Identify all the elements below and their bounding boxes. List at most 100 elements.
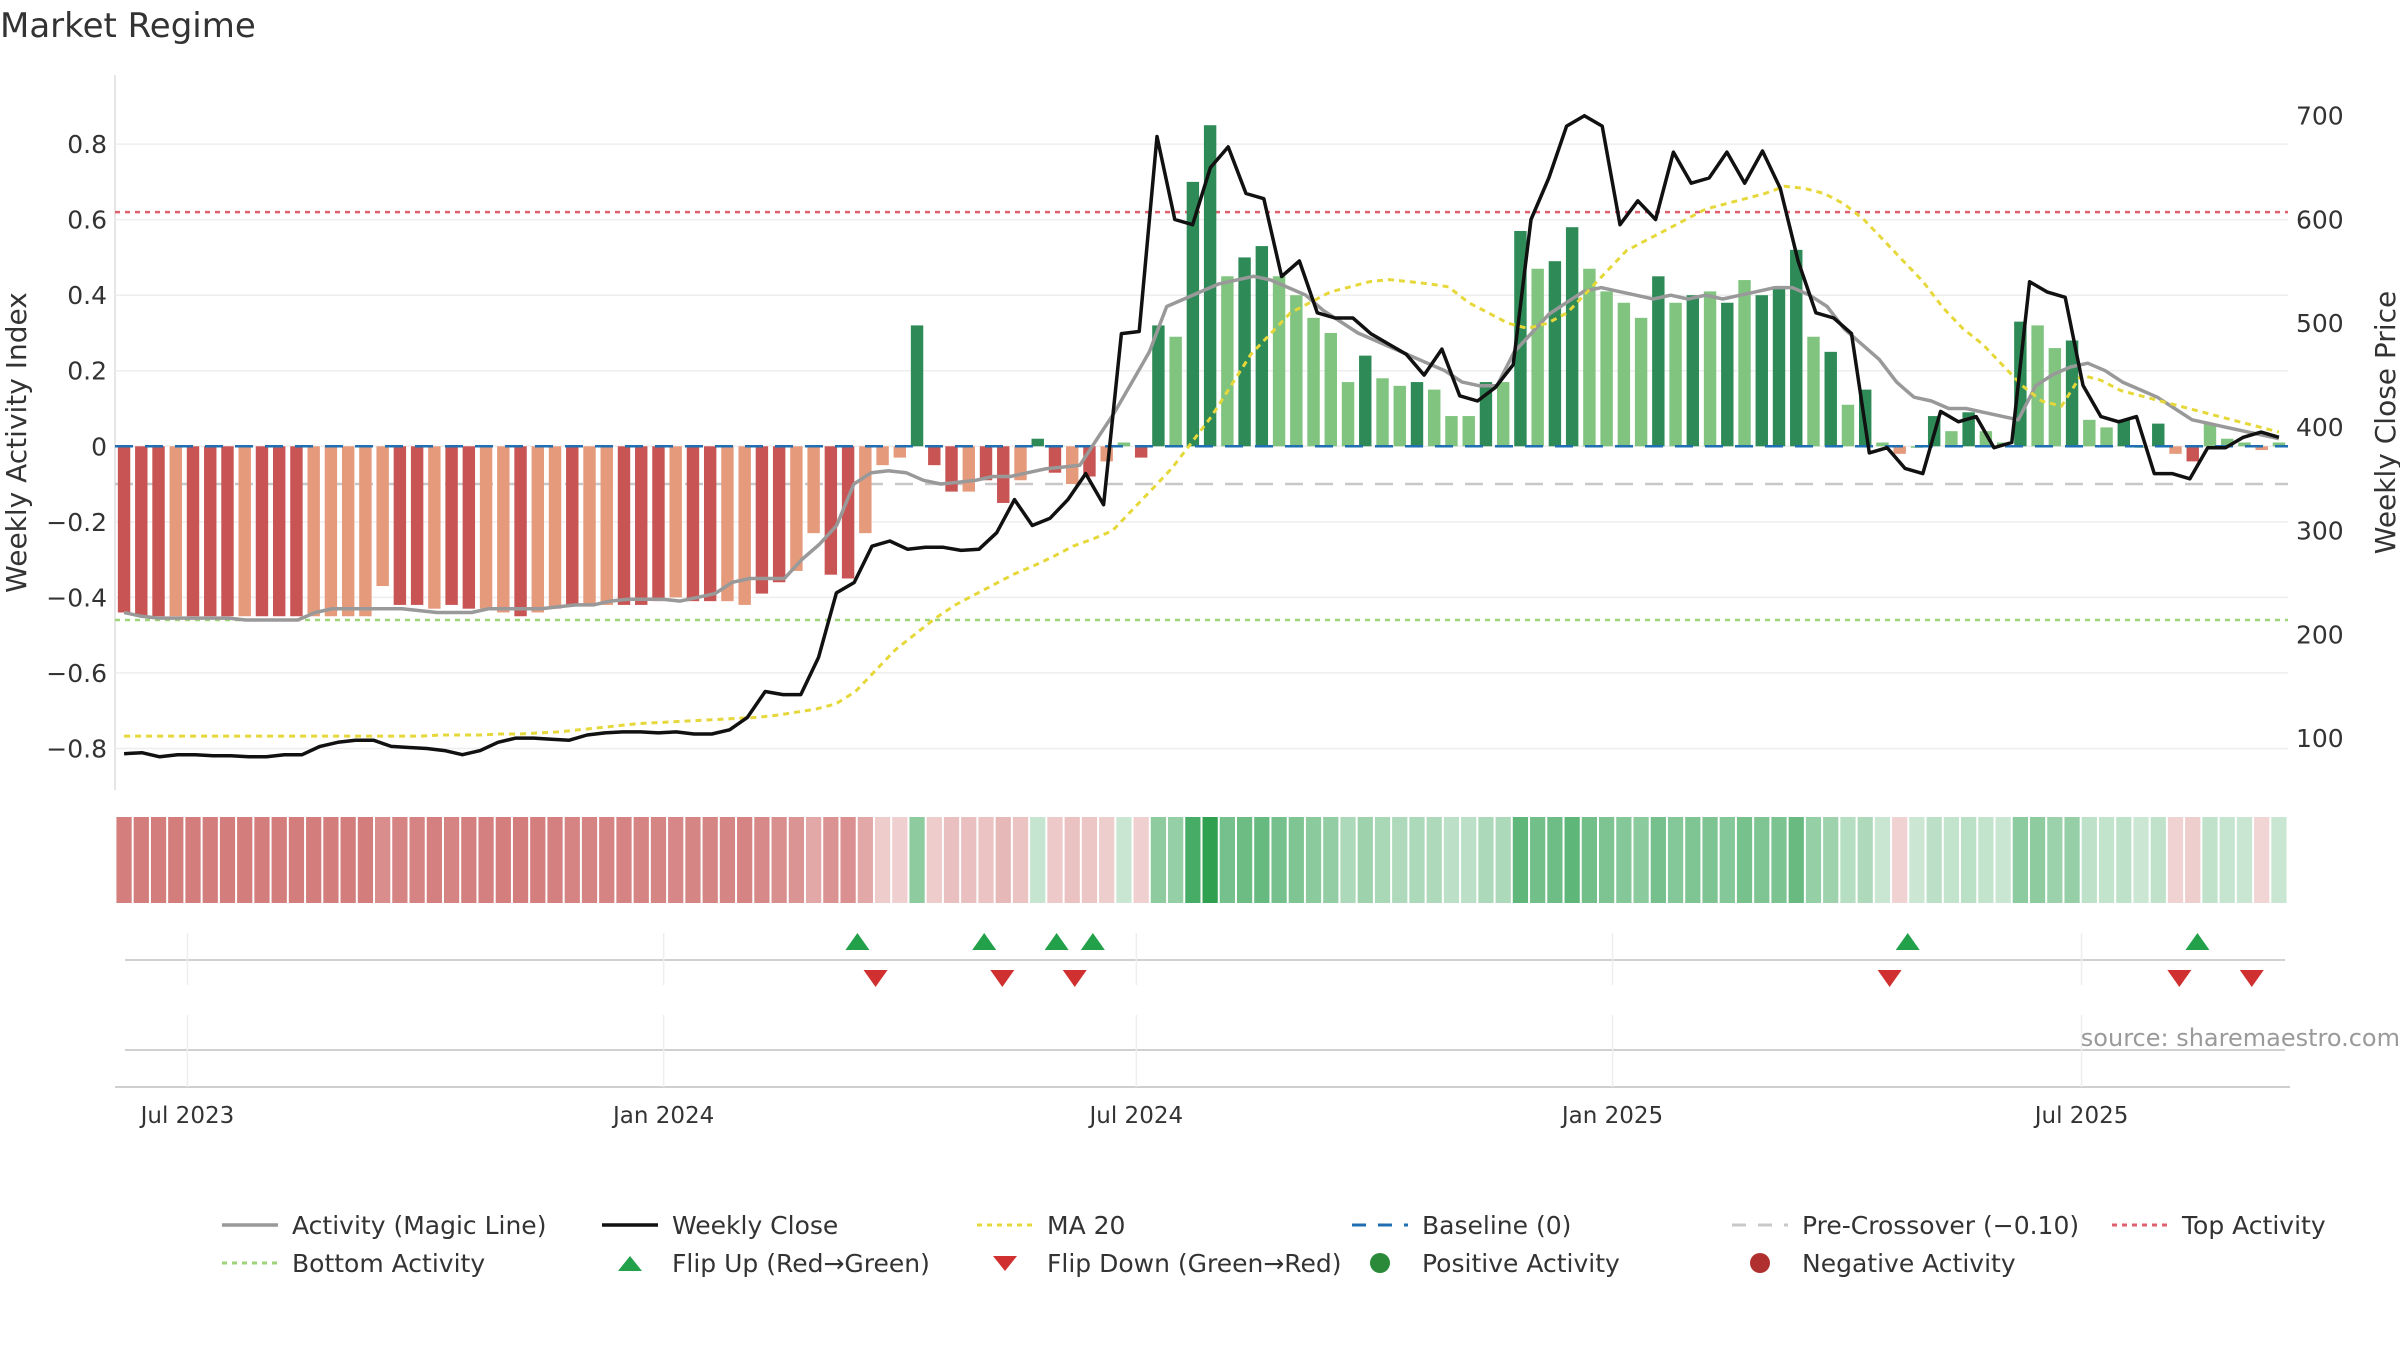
activity-bar (514, 446, 527, 617)
legend-label: Top Activity (2182, 1210, 2326, 1240)
activity-bar (1203, 125, 1217, 447)
regime-strip-cell (1667, 817, 1684, 903)
flip-down-marker (990, 970, 1015, 987)
activity-bar (152, 446, 165, 617)
magic-line (123, 274, 2280, 622)
activity-bar (2117, 419, 2131, 447)
regime-strip-cell (1443, 817, 1460, 903)
regime-strip-cell (754, 817, 770, 903)
activity-bar (1686, 295, 1700, 447)
regime-strip-cell (1030, 817, 1046, 903)
activity-bar (393, 446, 407, 605)
regime-strip-cell (2271, 817, 2287, 903)
activity-bar (1359, 355, 1372, 447)
regime-strip-cell (892, 817, 908, 903)
activity-bar (1893, 446, 1906, 454)
activity-bar (1876, 442, 1889, 447)
regime-strip-cell (737, 817, 753, 903)
regime-strip-cell (340, 817, 356, 903)
regime-strip-cell (2047, 817, 2063, 903)
y-tick-label: −0.8 (46, 734, 107, 763)
legend-label: Bottom Activity (292, 1248, 486, 1278)
activity-bar (497, 446, 510, 613)
regime-strip-cell (1254, 817, 1270, 903)
regime-strip-cell (1116, 817, 1132, 903)
regime-strip-cell (2219, 817, 2235, 903)
y-tick-label: 0.8 (67, 130, 107, 159)
activity-bar (1462, 416, 1475, 447)
legend-label: Negative Activity (1802, 1248, 2016, 1278)
activity-bar (1031, 438, 1044, 447)
regime-strip-cell (1857, 817, 1873, 903)
activity-bar (997, 446, 1010, 503)
activity-bar (1307, 317, 1320, 447)
activity-bar (1790, 249, 1803, 447)
activity-bar (341, 446, 355, 617)
activity-bar (979, 446, 993, 481)
activity-bar (169, 446, 182, 617)
activity-bar (2186, 446, 2199, 462)
x-tick-label: Jan 2024 (611, 1103, 714, 1129)
y2-tick-label: 200 (2296, 620, 2344, 649)
activity-bar (1496, 382, 1510, 447)
regime-strip-cell (771, 817, 787, 903)
legend-label: Weekly Close (672, 1210, 839, 1240)
activity-bar (1255, 246, 1269, 447)
activity-bar (1841, 404, 1855, 447)
y-tick-label: 0.2 (67, 357, 107, 386)
activity-bar (221, 446, 234, 617)
activity-bar (1755, 295, 1768, 447)
regime-strip-cell (2098, 817, 2115, 903)
regime-strip-cell (668, 817, 684, 903)
regime-strip-cell (1961, 817, 1977, 903)
x-tick-label: Jul 2025 (2033, 1103, 2129, 1129)
regime-strip-cell (1598, 817, 1615, 903)
activity-bar (755, 446, 769, 594)
activity-bar (1721, 302, 1734, 447)
activity-bar (583, 446, 596, 605)
regime-strip-cell (1271, 817, 1287, 903)
activity-bar (238, 446, 251, 617)
y2-tick-label: 400 (2296, 413, 2344, 442)
regime-strip-cell (978, 817, 994, 903)
legend-item-pos: Positive Activity (1350, 1246, 1620, 1280)
flip-down-marker (1062, 970, 1087, 987)
regime-strip-cell (1012, 817, 1029, 903)
regime-strip-cell (1874, 817, 1891, 903)
activity-bar (859, 446, 872, 534)
legend-swatch (977, 1223, 1033, 1227)
regime-strip-cell (909, 817, 925, 903)
regime-strip-cell (1357, 817, 1373, 903)
flip-up-marker (1080, 933, 1105, 950)
regime-strip-cell (202, 817, 218, 903)
activity-bar (445, 446, 458, 605)
legend-item-pre-crossover: Pre-Crossover (−0.10) (1730, 1208, 2079, 1242)
activity-bar (566, 446, 579, 605)
regime-strip-cell (443, 817, 460, 903)
activity-bar (462, 446, 476, 609)
activity-bar (272, 446, 286, 617)
activity-bar (1548, 261, 1562, 447)
regime-strip-cell (426, 817, 442, 903)
activity-bar (186, 446, 200, 617)
activity-bar (531, 446, 545, 613)
regime-strip-cell (1633, 817, 1649, 903)
activity-bar (1134, 446, 1148, 458)
legend-swatch (222, 1223, 278, 1227)
y2-tick-label: 500 (2296, 309, 2344, 338)
regime-strip-cell (685, 817, 701, 903)
regime-strip-cell (823, 817, 839, 903)
activity-bar (135, 446, 148, 617)
activity-bar (117, 446, 131, 613)
flip-down-marker (1877, 970, 1902, 987)
y2-tick-label: 600 (2296, 205, 2344, 234)
y-tick-label: 0 (91, 432, 107, 461)
regime-strip-cell (805, 817, 822, 903)
regime-strip-cell (530, 817, 546, 903)
activity-bar (1807, 336, 1820, 447)
activity-bar (928, 446, 941, 466)
legend-swatch (1732, 1223, 1788, 1227)
regime-strip-cell (1650, 817, 1666, 903)
legend-item-top: Top Activity (2110, 1208, 2326, 1242)
